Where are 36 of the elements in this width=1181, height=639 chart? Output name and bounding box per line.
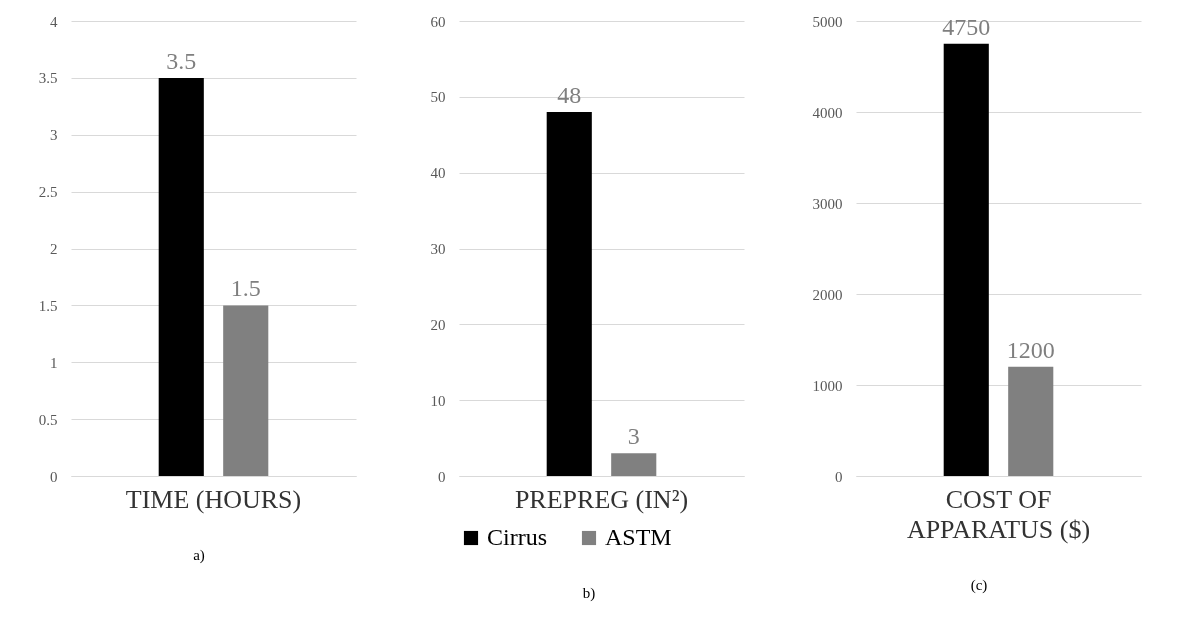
x-tick-label: COST OF APPARATUS ($) [906,484,1091,544]
y-tick-label: 4000 [812,104,843,121]
data-label: 1.5 [230,275,261,302]
y-tick-label: 2000 [812,286,843,303]
text: (c) [970,577,988,594]
data-label: 3 [627,423,640,450]
y-tick-label: 4 [49,13,58,30]
y-tick-label: 2.5 [38,184,57,201]
data-label: 4750 [942,13,991,40]
legend-label: Cirrus [486,524,547,550]
x-tick-label: PREPREG (IN²) [514,484,688,514]
y-tick-label: 20 [430,316,445,333]
data-label: 3.5 [165,47,196,74]
y-tick-label: 30 [430,241,445,257]
y-tick-label: 1000 [812,377,843,394]
y-tick-label: 3 [49,127,57,144]
y-tick-label: 1.5 [38,297,57,314]
y-tick-label: 0 [49,468,57,485]
y-tick-label: 0 [437,468,445,485]
y-tick-label: 3.5 [38,70,57,87]
y-tick-label: 2 [49,241,57,257]
y-tick-label: 0 [835,468,843,485]
y-tick-label: 60 [430,13,445,30]
y-tick-label: 10 [430,392,445,409]
y-tick-label: 40 [430,165,445,182]
data-label: 48 [556,82,581,108]
y-tick-label: 5000 [812,13,843,30]
text: b) [582,585,596,602]
y-tick-label: 50 [430,89,445,106]
y-tick-label: 0.5 [38,411,57,428]
text: a) [193,547,205,564]
y-tick-label: 3000 [812,195,843,212]
legend-label: ASTM [604,524,672,550]
y-tick-label: 1 [49,354,57,371]
data-label: 1200 [1006,336,1055,363]
x-tick-label: TIME (HOURS) [125,484,301,514]
